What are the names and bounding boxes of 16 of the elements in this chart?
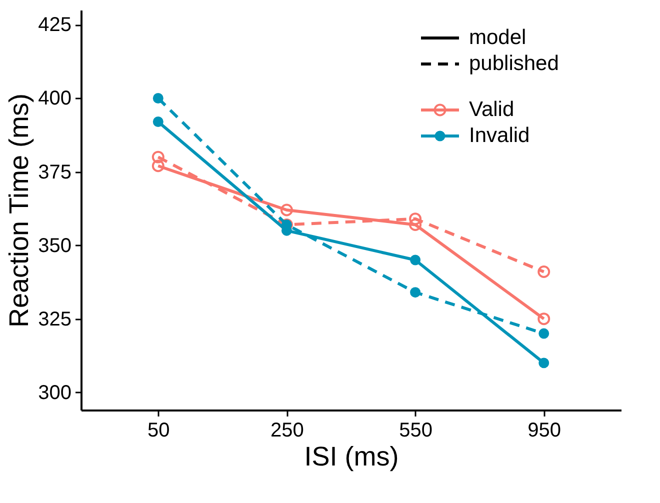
- x-axis-title: ISI (ms): [304, 442, 399, 472]
- y-tick-label: 300: [38, 382, 72, 404]
- y-tick-label: 400: [38, 88, 72, 110]
- annotation: published: [469, 52, 559, 75]
- x-tick-label: 250: [270, 420, 304, 442]
- y-tick-label: 325: [38, 308, 72, 330]
- x-tick-label: 50: [148, 420, 170, 442]
- legend-label: Invalid: [469, 124, 530, 147]
- y-tick-label: 425: [38, 14, 72, 36]
- legend-label: Valid: [469, 98, 514, 121]
- y-axis-title: Reaction Time (ms): [4, 93, 34, 328]
- y-tick-label: 350: [38, 234, 72, 257]
- y-tick-label: 375: [38, 161, 72, 184]
- x-tick-label: 550: [399, 420, 432, 442]
- x-tick-label: 950: [528, 420, 562, 442]
- annotation: model: [469, 26, 526, 49]
